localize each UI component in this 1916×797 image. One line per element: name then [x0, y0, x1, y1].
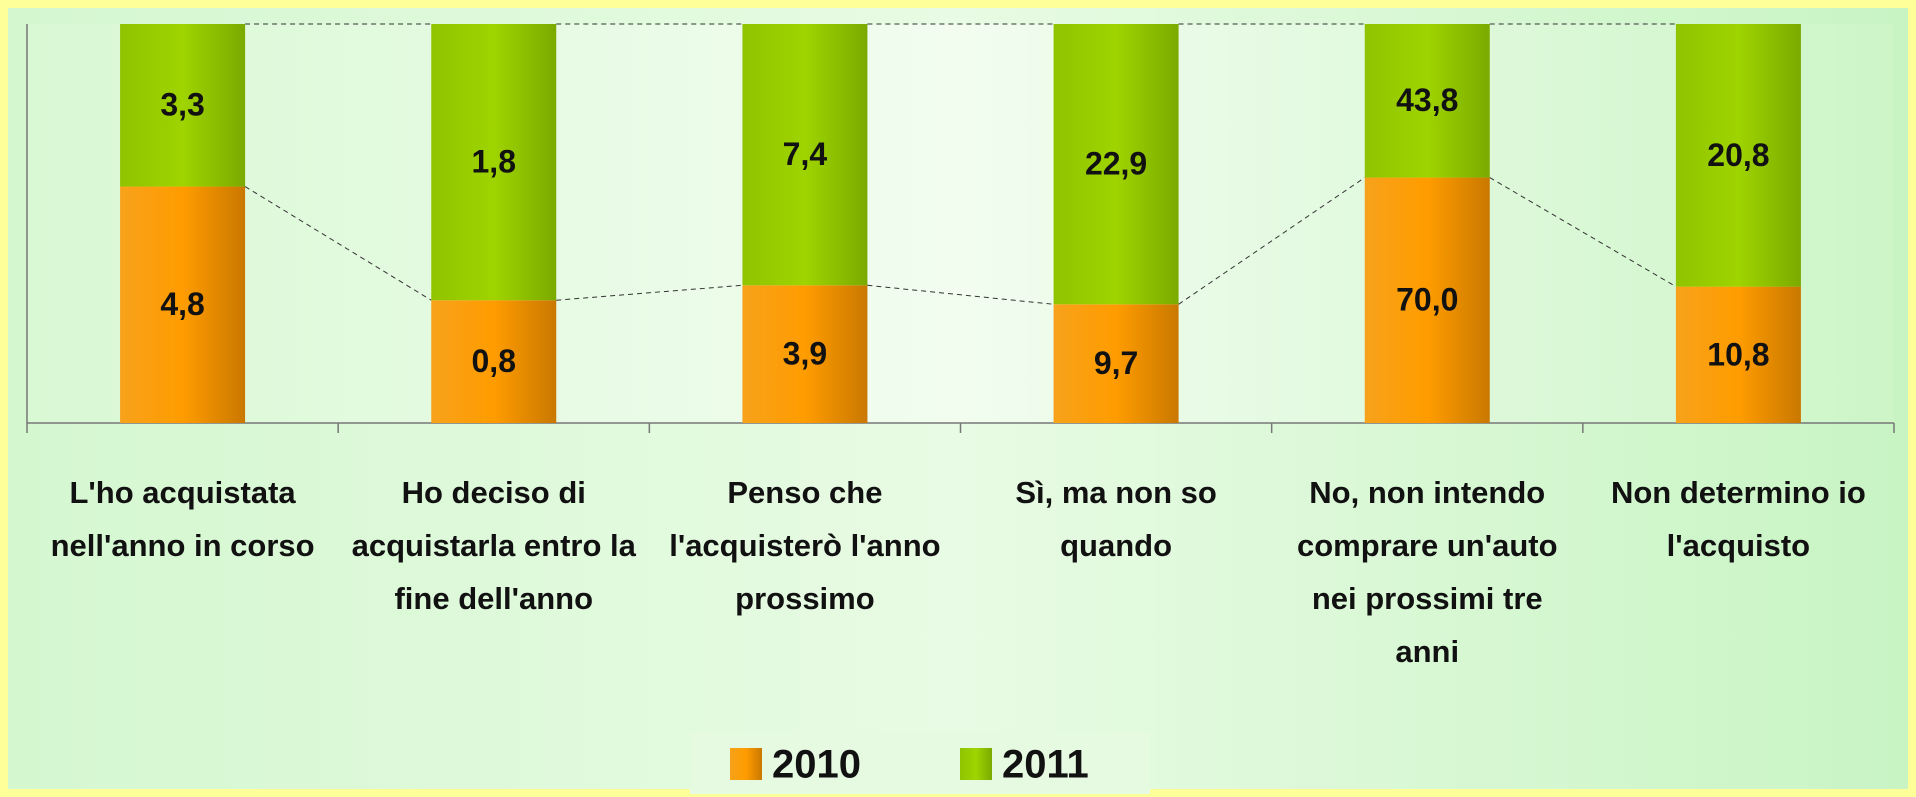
x-tick-label: No, non intendo comprare un'auto nei pro… — [1296, 475, 1558, 669]
data-label: 3,3 — [160, 87, 204, 123]
legend-swatch — [730, 748, 762, 780]
bar-segment — [431, 24, 557, 301]
data-label: 1,8 — [472, 144, 516, 180]
bar-segment — [1053, 24, 1179, 305]
legend-box — [690, 732, 1150, 794]
series-line — [556, 284, 743, 301]
bar-segment — [120, 186, 246, 423]
x-tick-label: Ho deciso di acquistarla entro la fine d… — [351, 475, 636, 616]
bar-segment — [1364, 24, 1490, 178]
data-label: 70,0 — [1396, 282, 1458, 318]
data-label: 3,9 — [783, 336, 827, 372]
plot-area — [27, 24, 1894, 423]
legend-label: 2010 — [772, 743, 861, 787]
bar-segment — [742, 285, 868, 423]
data-label: 9,7 — [1094, 345, 1138, 381]
legend-label: 2011 — [1002, 743, 1089, 787]
x-tick-label: L'ho acquistata nell'anno in corso — [50, 475, 315, 563]
series-line — [867, 284, 1054, 305]
x-tick-label: Sì, ma non so quando — [1015, 475, 1217, 563]
bar-segment — [742, 24, 868, 286]
legend-swatch — [960, 748, 992, 780]
bar-segment — [1675, 286, 1801, 423]
bar-segment — [1675, 24, 1801, 287]
bar-segment — [120, 24, 246, 187]
data-label: 4,8 — [160, 286, 204, 322]
data-label: 10,8 — [1707, 336, 1769, 372]
data-label: 20,8 — [1707, 137, 1769, 173]
bar-segment — [431, 300, 557, 423]
series-line — [1178, 177, 1366, 305]
data-label: 43,8 — [1396, 82, 1458, 118]
x-tick-label: Penso che l'acquisterò l'anno prossimo — [669, 475, 941, 616]
data-label: 0,8 — [472, 343, 516, 379]
data-label: 7,4 — [783, 136, 828, 172]
bar-segment — [1053, 304, 1179, 423]
data-label: 22,9 — [1085, 146, 1147, 182]
x-tick-label: Non determino io l'acquisto — [1610, 475, 1866, 563]
series-line — [244, 186, 432, 301]
bar-segment — [1364, 177, 1490, 423]
